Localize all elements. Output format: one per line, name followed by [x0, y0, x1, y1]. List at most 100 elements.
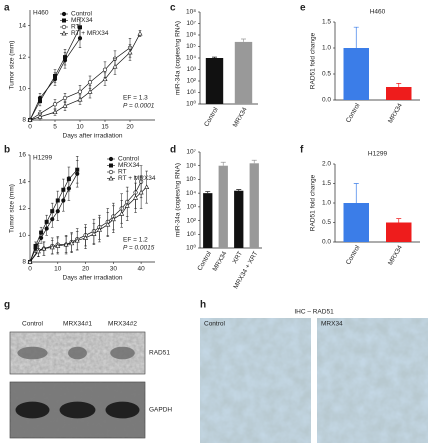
- error-bar: [220, 161, 226, 166]
- marker: [127, 49, 133, 55]
- y-tick-label: 10⁷: [186, 149, 196, 156]
- panel-letter: h: [200, 300, 206, 311]
- legend-marker: [109, 163, 114, 168]
- y-tick-label: 0.0: [322, 97, 331, 104]
- bar: [218, 165, 228, 248]
- marker: [50, 209, 55, 214]
- marker: [27, 259, 33, 264]
- panel: h IHC – RAD51 Control MRX34: [200, 300, 428, 443]
- panel: c 10⁰ 10¹ 10² 10³ 10⁴ 10⁵ 10⁶ 10⁷ 10⁸ miR-34a (cop…: [170, 3, 258, 129]
- marker: [62, 95, 68, 101]
- p-annotation: P = 0.0001: [123, 103, 155, 110]
- marker: [62, 55, 67, 60]
- y-tick-label: 10⁰: [186, 244, 196, 252]
- x-tick-label: MRX34: [232, 106, 249, 129]
- legend-label: Control: [71, 11, 93, 18]
- y-axis-label: Tumor size (mm): [9, 41, 16, 90]
- band-label: RAD51: [149, 350, 170, 357]
- y-tick-label: 8: [22, 259, 26, 266]
- marker: [35, 248, 41, 254]
- micrograph-title: IHC – RAD51: [294, 309, 334, 316]
- y-tick-label: 1.0: [322, 45, 331, 52]
- legend-label: MRX34: [71, 17, 93, 24]
- panel-letter: d: [170, 145, 176, 156]
- panel-letter: f: [300, 145, 304, 156]
- ef-annotation: EF = 1.3: [123, 95, 148, 102]
- y-axis-label: Tumor size (mm): [9, 184, 16, 233]
- y-tick-label: 10⁷: [186, 20, 196, 27]
- marker: [41, 245, 47, 251]
- y-tick-label: 0.0: [322, 239, 331, 246]
- y-axis-label: RAD51 fold change: [310, 174, 317, 231]
- blot-band: [17, 346, 48, 360]
- marker: [27, 117, 33, 122]
- marker: [61, 187, 66, 192]
- marker: [75, 167, 80, 172]
- y-axis-label: RAD51 fold change: [310, 32, 317, 89]
- marker: [105, 221, 111, 227]
- y-tick-label: 10³: [187, 66, 197, 73]
- y-tick-label: 10⁶: [186, 162, 196, 169]
- x-tick-label: 0: [28, 266, 32, 273]
- p-annotation: P = 0.0015: [123, 245, 155, 252]
- x-tick-label: Control: [345, 244, 362, 266]
- lane-label: Control: [22, 321, 44, 328]
- y-tick-label: 0.5: [322, 71, 331, 78]
- marker: [77, 89, 83, 94]
- error-bar: [241, 38, 246, 42]
- y-tick-label: 10⁵: [186, 43, 196, 50]
- bar: [205, 58, 224, 104]
- x-axis-label: Days after irradiation: [63, 133, 123, 140]
- blot-band: [105, 401, 140, 419]
- panel-letter: e: [300, 3, 306, 14]
- marker: [91, 231, 97, 236]
- marker: [66, 177, 71, 182]
- bar: [386, 222, 412, 242]
- y-tick-label: 10: [19, 232, 27, 239]
- y-tick-label: 12: [19, 205, 27, 212]
- x-tick-label: MRX34: [212, 250, 229, 273]
- x-tick-label: 10: [76, 124, 84, 131]
- y-tick-label: 12: [19, 54, 27, 61]
- band-label: GAPDH: [149, 407, 172, 414]
- panel: d 10⁰ 10¹ 10² 10³ 10⁴ 10⁵ 10⁶ 10⁷ miR-34a (copies…: [170, 145, 262, 290]
- marker: [52, 109, 58, 115]
- blot-band: [68, 346, 87, 360]
- y-tick-label: 14: [19, 22, 27, 29]
- y-tick-label: 10: [19, 85, 27, 92]
- panel: e 0.0 0.5 1.0 1.5 RAD51 fold change H460 Contro…: [300, 3, 420, 125]
- cell-line-label: H460: [33, 10, 49, 17]
- y-tick-label: 1.5: [322, 180, 331, 187]
- legend-marker: [61, 30, 67, 36]
- chart-title: H1299: [368, 151, 388, 158]
- error-bar: [353, 26, 359, 48]
- y-tick-label: 10¹: [187, 89, 197, 96]
- marker: [119, 211, 125, 216]
- marker: [63, 241, 69, 247]
- error-bar: [236, 189, 242, 191]
- marker: [52, 102, 58, 107]
- marker: [96, 227, 102, 232]
- panel: b 8 10 12 14 16 0 10 20 30 40 Days after irradiatio…: [4, 145, 156, 282]
- series-line: [29, 33, 141, 121]
- marker: [87, 88, 93, 94]
- marker: [112, 63, 118, 69]
- bar: [203, 193, 213, 248]
- error-bar: [251, 159, 257, 164]
- legend-marker: [108, 156, 114, 162]
- legend-marker: [108, 169, 114, 175]
- marker: [102, 67, 108, 72]
- y-axis-label: miR-34a (copies/ng RNA): [175, 21, 182, 95]
- micrograph-texture: [200, 318, 311, 443]
- marker: [33, 243, 38, 248]
- x-tick-label: XRT: [231, 250, 244, 265]
- legend-marker: [61, 11, 67, 17]
- micrograph-label: MRX34: [321, 321, 343, 328]
- y-tick-label: 10⁴: [186, 190, 196, 197]
- marker: [137, 30, 143, 36]
- panel: f 0.0 0.5 1.0 1.5 2.0 RAD51 fold change H1299 Co…: [300, 145, 420, 267]
- x-tick-label: 40: [137, 266, 145, 273]
- panel-letter: c: [170, 3, 176, 14]
- marker: [44, 219, 49, 224]
- y-tick-label: 1.5: [322, 19, 331, 26]
